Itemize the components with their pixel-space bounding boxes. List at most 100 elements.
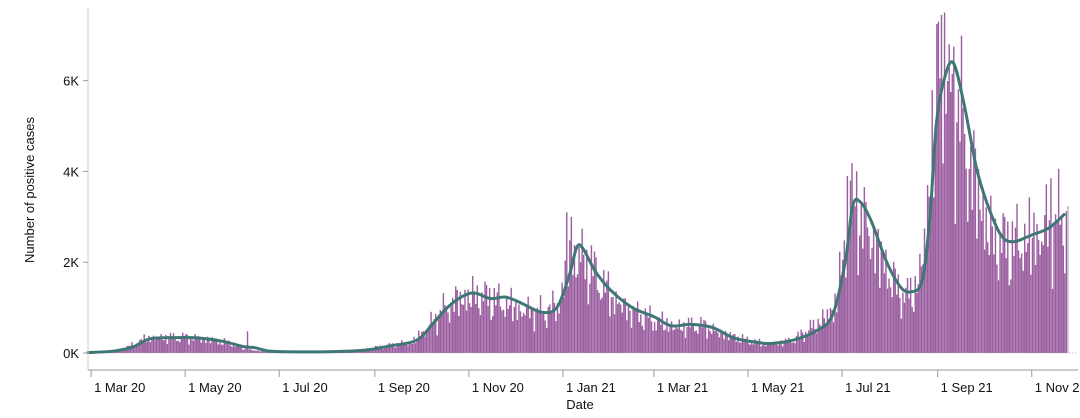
bar — [854, 206, 856, 353]
bar — [1065, 211, 1068, 353]
bar — [542, 311, 545, 353]
bar — [615, 291, 617, 353]
bar — [453, 311, 455, 353]
bar — [990, 195, 992, 353]
bar — [249, 349, 252, 353]
y-axis-title: Number of positive cases — [22, 117, 37, 263]
bar — [231, 346, 233, 353]
bar — [931, 90, 933, 353]
bar — [732, 334, 734, 353]
bar — [239, 346, 241, 353]
bar — [368, 349, 371, 353]
bar — [253, 350, 255, 353]
bar — [411, 343, 414, 353]
bar — [803, 341, 805, 353]
bar — [234, 346, 236, 353]
bar — [888, 278, 890, 353]
bar — [988, 255, 990, 353]
bar — [1002, 213, 1004, 353]
bar — [175, 341, 178, 353]
bar — [740, 342, 742, 353]
bar — [461, 304, 463, 353]
bar — [962, 108, 964, 353]
bar — [609, 316, 611, 353]
bar — [401, 340, 403, 353]
bar — [775, 341, 778, 353]
bar — [172, 333, 175, 353]
bar — [508, 305, 511, 353]
bar — [399, 343, 401, 353]
bar — [613, 314, 616, 353]
bar — [158, 339, 161, 353]
bar — [889, 287, 892, 353]
bar — [694, 331, 696, 353]
bar — [482, 301, 485, 353]
bar — [826, 309, 829, 353]
bar — [592, 276, 594, 353]
bar — [673, 329, 676, 353]
bar — [707, 328, 710, 353]
bar — [929, 202, 932, 353]
bar — [185, 333, 187, 353]
x-tick-label: 1 Mar 21 — [657, 380, 708, 395]
bar — [783, 340, 785, 353]
bar — [135, 343, 138, 353]
bar — [512, 321, 514, 353]
bar — [550, 312, 553, 353]
bar — [168, 337, 170, 353]
bar — [524, 315, 526, 353]
bar — [630, 327, 633, 353]
bar — [217, 344, 219, 353]
bar — [599, 299, 602, 353]
bar — [703, 319, 705, 353]
bar — [248, 349, 250, 353]
bar — [869, 258, 872, 353]
bar — [900, 318, 903, 353]
bar — [410, 343, 412, 353]
bar — [547, 306, 549, 353]
bar — [903, 302, 906, 353]
y-tick-label: 0K — [63, 346, 79, 361]
bar — [561, 282, 563, 353]
bar — [439, 309, 442, 353]
bar — [396, 343, 398, 353]
bar — [166, 344, 169, 353]
bar — [715, 327, 718, 353]
bar — [160, 333, 162, 353]
bar — [391, 343, 394, 353]
bar — [1017, 250, 1020, 353]
bar — [572, 275, 574, 353]
bar — [188, 344, 190, 353]
bar — [653, 321, 656, 353]
bar — [919, 253, 921, 353]
bar — [587, 304, 590, 353]
bar — [559, 298, 562, 353]
bar — [373, 348, 375, 353]
bar — [586, 249, 588, 353]
bar — [768, 342, 770, 353]
bar — [1019, 258, 1021, 353]
bar — [408, 341, 411, 353]
bar — [262, 350, 264, 353]
bar — [1022, 270, 1024, 353]
bar — [467, 289, 469, 353]
bar — [402, 343, 404, 353]
bar — [845, 277, 847, 353]
bar — [971, 209, 974, 353]
bar — [994, 218, 997, 353]
bar — [658, 317, 660, 353]
bar — [862, 248, 864, 353]
bar — [219, 340, 221, 353]
bar — [649, 305, 651, 353]
bar — [760, 346, 762, 353]
bar — [908, 298, 910, 353]
bar — [792, 342, 795, 353]
bar — [1014, 227, 1017, 353]
bar — [638, 322, 640, 353]
bar — [968, 168, 970, 353]
bar — [465, 310, 468, 353]
bar — [644, 308, 647, 353]
bar — [538, 310, 540, 353]
bar — [214, 338, 216, 353]
bar — [704, 321, 707, 353]
